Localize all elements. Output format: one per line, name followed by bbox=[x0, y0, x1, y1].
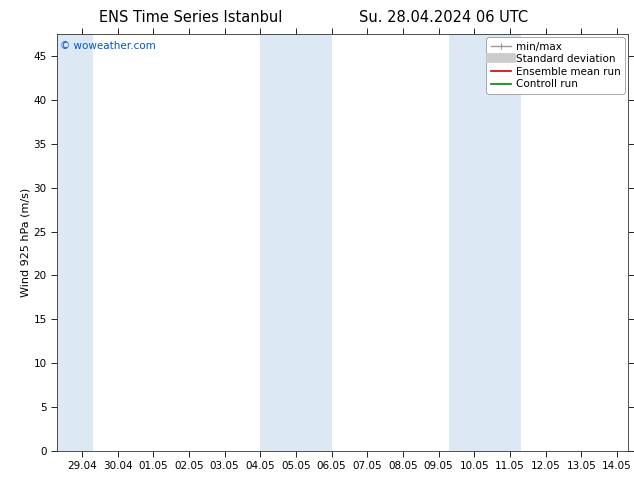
Legend: min/max, Standard deviation, Ensemble mean run, Controll run: min/max, Standard deviation, Ensemble me… bbox=[486, 37, 624, 94]
Text: Su. 28.04.2024 06 UTC: Su. 28.04.2024 06 UTC bbox=[359, 10, 528, 25]
Text: © woweather.com: © woweather.com bbox=[60, 41, 156, 50]
Y-axis label: Wind 925 hPa (m/s): Wind 925 hPa (m/s) bbox=[21, 188, 30, 297]
Bar bbox=[450, 34, 521, 451]
Bar bbox=[261, 34, 332, 451]
Bar bbox=[57, 34, 93, 451]
Text: ENS Time Series Istanbul: ENS Time Series Istanbul bbox=[98, 10, 282, 25]
